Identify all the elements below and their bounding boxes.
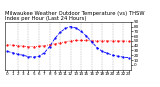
Text: Milwaukee Weather Outdoor Temperature (vs) THSW Index per Hour (Last 24 Hours): Milwaukee Weather Outdoor Temperature (v…	[5, 11, 144, 21]
